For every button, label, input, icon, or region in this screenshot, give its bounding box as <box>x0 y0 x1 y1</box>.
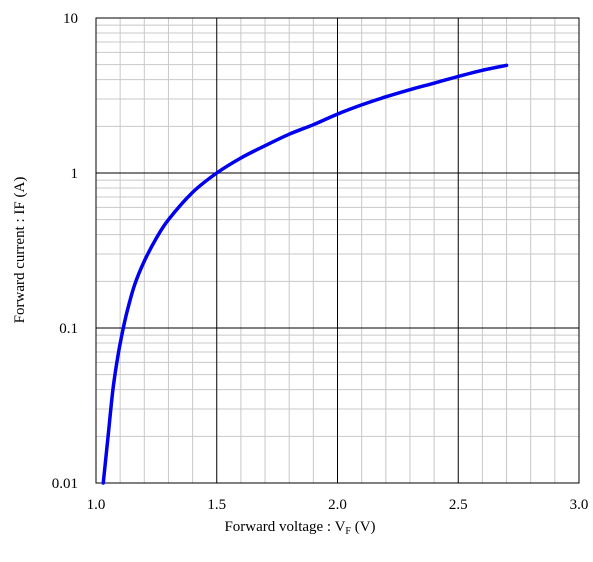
x-axis-title: Forward voltage : VF (V) <box>224 519 375 537</box>
major-grid <box>96 18 579 483</box>
forward-current-curve <box>101 63 509 485</box>
x-tick-label: 2.5 <box>449 497 468 513</box>
y-tick-label: 1 <box>71 166 79 182</box>
y-tick-label: 0.01 <box>52 476 78 492</box>
x-axis-title-main: Forward voltage : V <box>224 519 345 535</box>
x-axis-title-unit: (V) <box>351 519 376 535</box>
plot-frame <box>95 17 580 484</box>
y-tick-label: 0.1 <box>59 321 78 337</box>
x-tick-label: 1.0 <box>87 497 106 513</box>
x-axis-title-subscript: F <box>345 526 351 537</box>
y-tick-label: 10 <box>63 11 78 27</box>
x-tick-label: 2.0 <box>328 497 347 513</box>
tick-labels: 1.0 1.5 2.0 2.5 3.0 0.01 0.1 1 10 <box>52 11 589 513</box>
x-tick-label: 1.5 <box>207 497 226 513</box>
y-axis-title: Forward current : IF (A) <box>12 177 28 324</box>
series-layer <box>101 63 509 485</box>
x-tick-label: 3.0 <box>570 497 589 513</box>
